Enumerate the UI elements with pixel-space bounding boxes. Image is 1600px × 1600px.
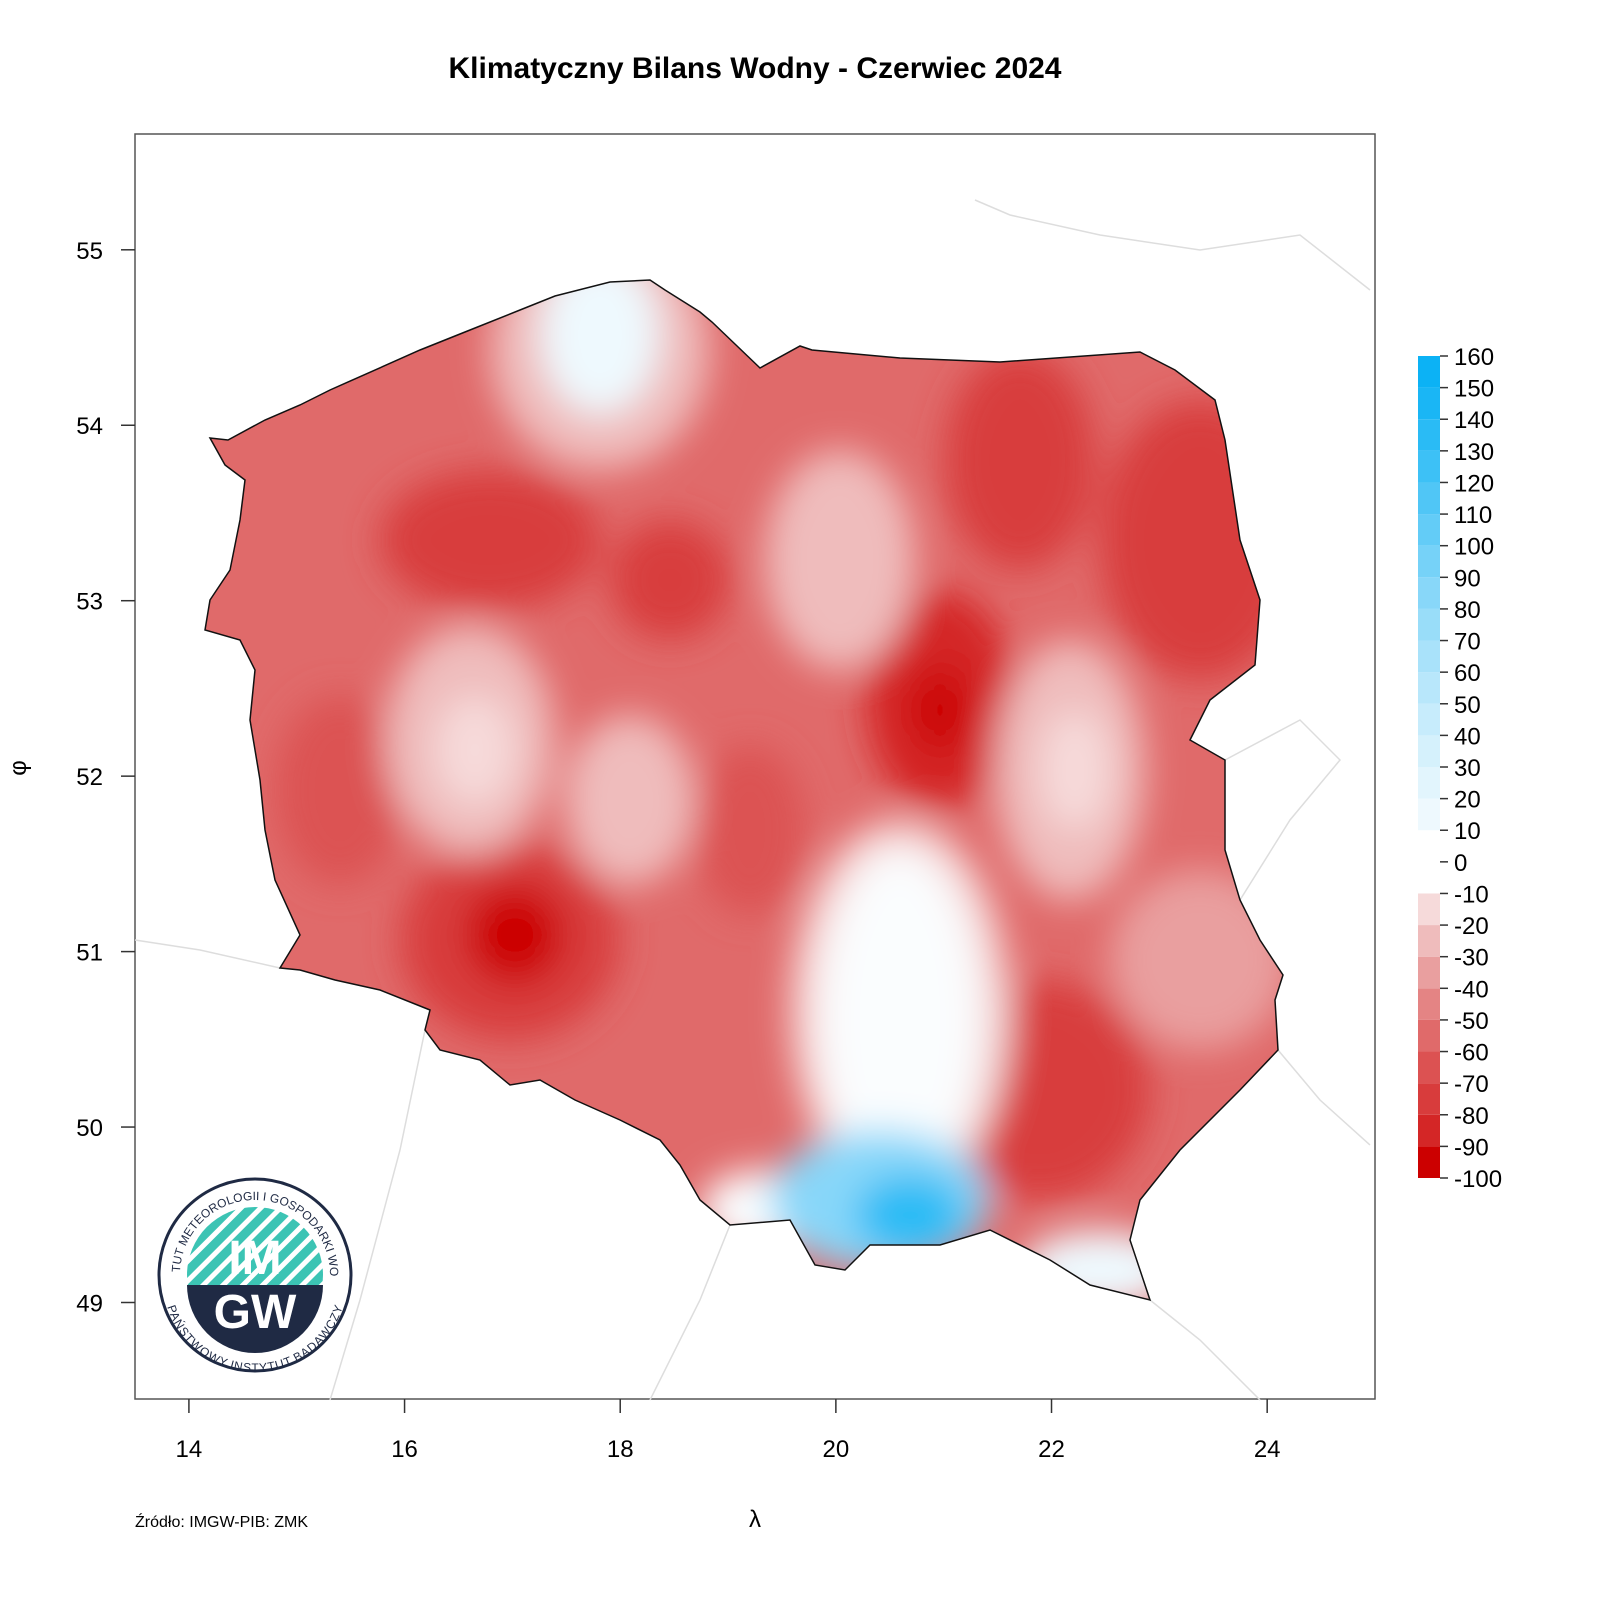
x-tick-label: 22 [1038,1436,1065,1463]
colorbar-tick-label: 70 [1454,629,1481,656]
colorbar-swatch [1418,672,1440,704]
colorbar-swatch [1418,861,1440,894]
colorbar-swatch [1418,925,1440,957]
colorbar-swatch [1418,1083,1440,1115]
colorbar-tick-label: 120 [1454,470,1494,497]
colorbar-tick-label: -100 [1454,1166,1502,1193]
colorbar-swatch [1418,830,1440,862]
colorbar-tick-label: -30 [1454,945,1489,972]
y-axis-label: φ [5,760,32,776]
colorbar-tick-label: -80 [1454,1103,1489,1130]
colorbar-tick-label: 60 [1454,660,1481,687]
logo-text: IM [228,1232,281,1285]
x-tick-label: 18 [607,1436,634,1463]
colorbar-swatch [1418,988,1440,1020]
colorbar-swatch [1418,1146,1440,1178]
colorbar-tick-label: 160 [1454,344,1494,371]
title: Klimatyczny Bilans Wodny - Czerwiec 2024 [449,52,1062,85]
x-tick-label: 14 [176,1436,203,1463]
colorbar-swatch [1418,482,1440,515]
colorbar-swatch [1418,419,1440,451]
colorbar-swatch [1418,450,1440,483]
colorbar-tick-label: 90 [1454,565,1481,592]
source-note: Źródło: IMGW-PIB: ZMK [135,1512,308,1531]
colorbar-swatch [1418,640,1440,673]
colorbar-tick-label: 150 [1454,376,1494,403]
colorbar-tick-label: 100 [1454,534,1494,561]
colorbar-tick-label: -90 [1454,1134,1489,1161]
colorbar-swatch [1418,387,1440,420]
colorbar-tick-label: -40 [1454,976,1489,1003]
colorbar-tick-label: -10 [1454,881,1489,908]
y-tick-label: 55 [76,238,103,265]
colorbar-tick-label: 40 [1454,723,1481,750]
x-tick-label: 20 [823,1436,850,1463]
colorbar-swatch [1418,1114,1440,1147]
y-tick-label: 52 [76,764,103,791]
x-tick-label: 24 [1254,1436,1281,1463]
y-tick-label: 51 [76,940,103,967]
colorbar-tick-label: -60 [1454,1040,1489,1067]
colorbar-swatch [1418,735,1440,767]
y-tick-label: 50 [76,1115,103,1142]
colorbar-swatch [1418,545,1440,578]
colorbar-tick-label: 80 [1454,597,1481,624]
y-tick-label: 54 [76,413,103,440]
x-axis-label: λ [749,1506,761,1533]
colorbar-tick-label: -20 [1454,913,1489,940]
colorbar-swatch [1418,767,1440,799]
x-tick-label: 16 [391,1436,418,1463]
colorbar-tick-label: 0 [1454,850,1467,877]
colorbar-tick-label: -70 [1454,1071,1489,1098]
y-tick-label: 49 [76,1291,103,1318]
colorbar-tick-label: 110 [1454,502,1492,529]
colorbar-tick-label: 20 [1454,787,1481,814]
colorbar-tick-label: 50 [1454,692,1481,719]
colorbar-swatch [1418,1051,1440,1084]
colorbar-tick-label: -50 [1454,1008,1489,1035]
colorbar-swatch [1418,798,1440,831]
colorbar-swatch [1418,956,1440,989]
colorbar-swatch [1418,703,1440,736]
colorbar-tick-label: 130 [1454,439,1494,466]
colorbar-tick-label: 10 [1454,818,1481,845]
logo-text: GW [214,1286,297,1339]
neighbour-borders [134,199,1371,1401]
colorbar-swatch [1418,356,1440,388]
colorbar-swatch [1418,608,1440,641]
y-tick-label: 53 [76,589,103,616]
water-balance-field [205,280,1283,1300]
colorbar-tick-label: 30 [1454,755,1481,782]
colorbar-swatch [1418,1019,1440,1052]
colorbar-swatch [1418,514,1440,546]
colorbar-swatch [1418,577,1440,609]
colorbar-tick-label: 140 [1454,407,1494,434]
colorbar-swatch [1418,893,1440,926]
